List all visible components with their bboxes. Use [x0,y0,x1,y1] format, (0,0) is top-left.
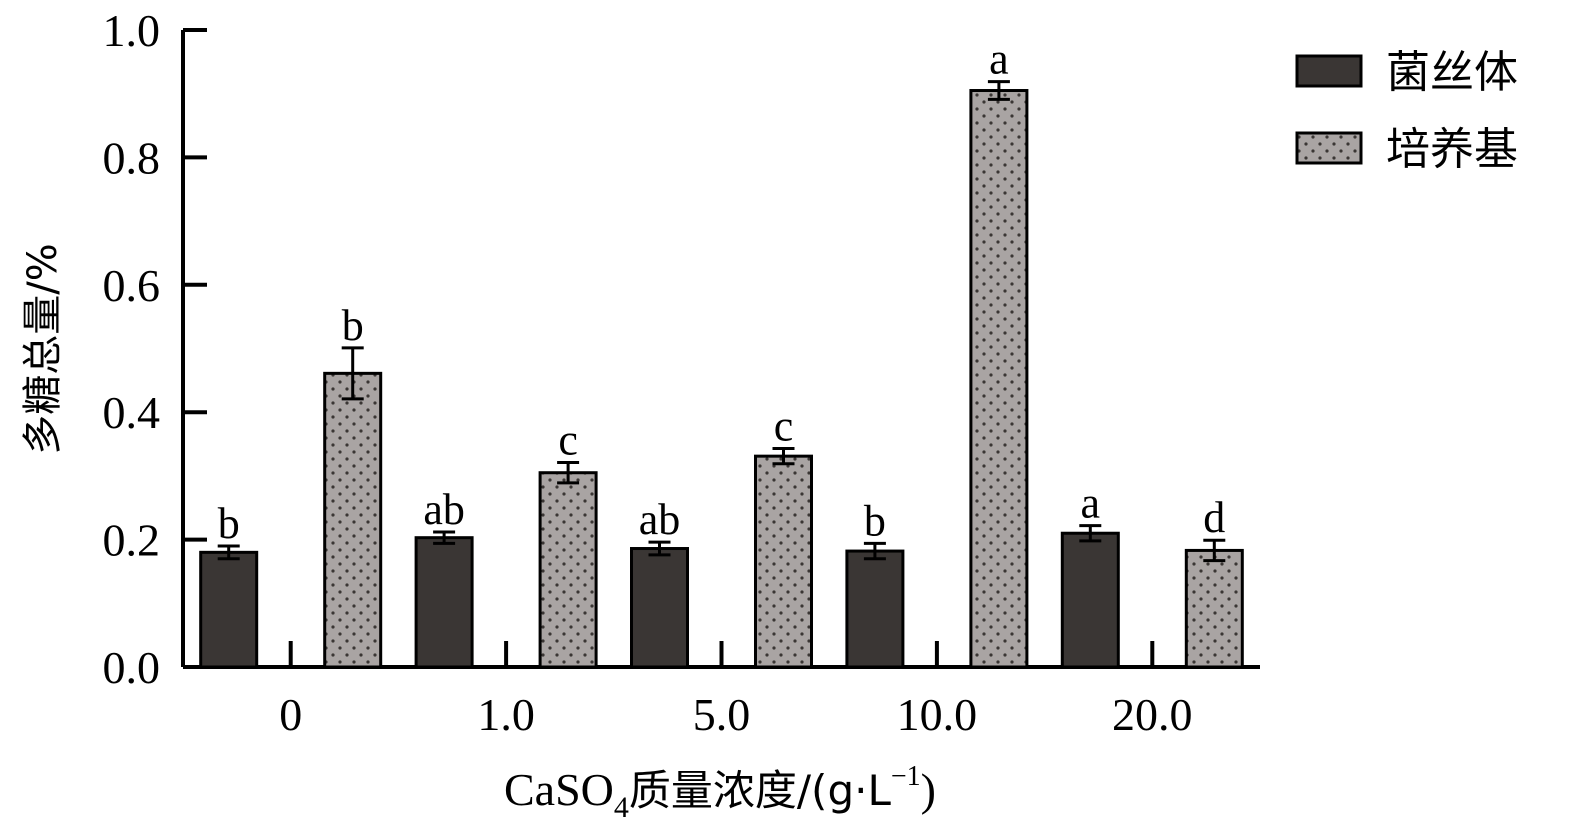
x-axis-label: CaSO4质量浓度/(g·L−1) [504,761,936,824]
y-tick-label: 0.6 [103,260,161,311]
significance-label: a [1081,479,1101,528]
significance-label: b [342,301,364,350]
bar-mycelium [414,536,474,669]
y-tick-label: 0.0 [103,642,161,693]
bar-mycelium [1060,531,1120,669]
legend-label-medium: 培养基 [1386,124,1518,175]
legend-swatch-medium [1295,131,1363,165]
y-tick-label: 0.4 [103,387,161,438]
bar-mycelium [199,550,259,669]
significance-label: c [774,402,794,451]
plot-area: 0.0 0.2 0.4 0.6 0.8 1.0 0 b b 1.0 ab c 5.0 ab c 10.0 b a 2… [103,5,1260,740]
bar-medium [1184,548,1244,669]
bar-medium [323,371,383,669]
significance-label: d [1203,493,1225,542]
x-tick-label: 20.0 [1112,689,1193,740]
x-tick-label: 5.0 [693,689,751,740]
bar-medium [754,454,813,669]
bar-medium [538,471,598,669]
significance-label: b [864,496,886,545]
bar-mycelium [630,547,689,669]
significance-label: b [218,499,240,548]
x-tick-label: 10.0 [897,689,978,740]
significance-label: a [989,35,1009,84]
x-tick-label: 1.0 [477,689,535,740]
legend-swatch-mycelium [1295,54,1363,88]
x-tick-label: 0 [279,689,302,740]
y-tick-label: 1.0 [103,5,161,56]
significance-label: ab [639,495,681,544]
legend: 菌丝体 培养基 [1295,47,1518,175]
y-tick-label: 0.2 [103,515,161,566]
y-tick-label: 0.8 [103,132,161,183]
legend-label-mycelium: 菌丝体 [1386,47,1518,98]
significance-label: ab [423,485,465,534]
significance-label: c [558,416,578,465]
bar-mycelium [845,549,905,669]
y-axis-label: 多糖总量/% [20,243,66,454]
bar-medium [969,89,1029,669]
